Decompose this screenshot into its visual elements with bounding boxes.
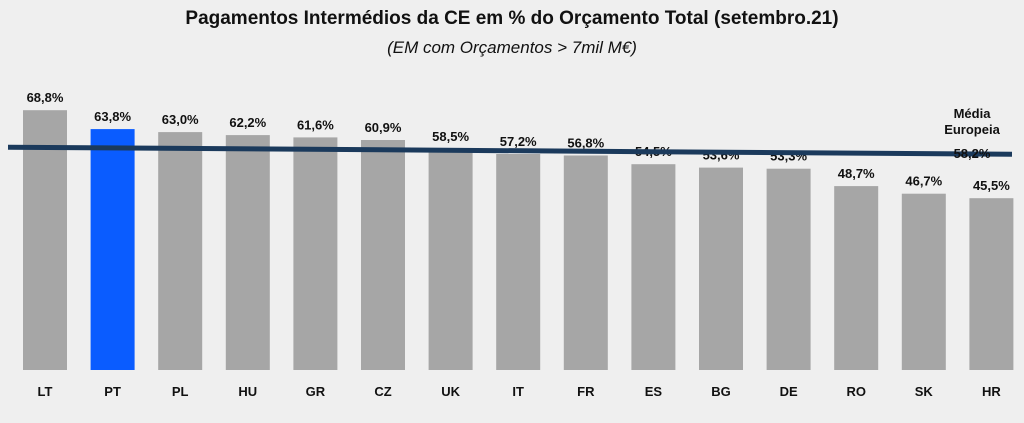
data-label-it: 57,2% [500,134,537,149]
category-label-lt: LT [38,384,53,399]
average-label-line-3: 58,2% [954,146,991,161]
category-label-it: IT [512,384,524,399]
category-label-fr: FR [577,384,595,399]
data-label-sk: 46,7% [905,174,942,189]
data-label-hu: 62,2% [229,115,266,130]
bar-gr [293,137,338,370]
bar-ro [834,186,879,370]
data-label-ro: 48,7% [838,166,875,181]
data-label-pl: 63,0% [162,112,199,127]
category-label-ro: RO [846,384,866,399]
data-label-lt: 68,8% [27,90,64,105]
data-label-uk: 58,5% [432,129,469,144]
category-label-de: DE [780,384,798,399]
category-label-gr: GR [306,384,326,399]
category-label-bg: BG [711,384,731,399]
average-line [7,144,1013,157]
bar-sk [901,193,946,370]
bar-fr [563,155,608,370]
average-label-line-2: Europeia [944,122,1000,137]
category-label-uk: UK [441,384,460,399]
bar-cz [361,140,405,370]
average-label-line-1: Média [954,106,992,121]
bar-lt [23,110,67,370]
chart-subtitle: (EM com Orçamentos > 7mil M€) [387,38,637,57]
category-label-pt: PT [104,384,121,399]
bar-hr [969,198,1014,370]
data-label-hr: 45,5% [973,178,1010,193]
bar-it [496,154,541,370]
bar-pl [158,132,203,370]
bar-uk [428,149,473,370]
category-label-pl: PL [172,384,189,399]
category-label-hu: HU [238,384,257,399]
chart-title: Pagamentos Intermédios da CE em % do Orç… [185,8,839,29]
data-label-gr: 61,6% [297,117,334,132]
category-label-es: ES [645,384,663,399]
category-label-sk: SK [915,384,934,399]
data-label-pt: 63,8% [94,109,131,124]
category-label-hr: HR [982,384,1001,399]
bar-es [631,164,676,370]
bar-de [766,168,811,370]
data-label-fr: 56,8% [567,136,604,151]
bar-pt [90,129,135,370]
category-label-cz: CZ [374,384,391,399]
data-label-cz: 60,9% [365,120,402,135]
bar-bg [699,167,743,370]
bar-hu [225,135,270,370]
